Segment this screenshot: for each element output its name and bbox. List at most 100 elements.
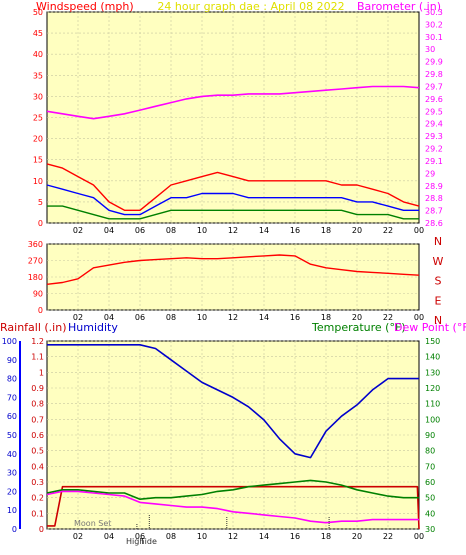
x-tick-p1-22: 22 — [383, 226, 393, 235]
temp-y-tick-150: 150 — [425, 337, 440, 346]
humidity-y-tick-100: 100 — [2, 337, 17, 346]
rainfall-legend: Rainfall (.in) — [0, 321, 67, 334]
humidity-y-tick-20: 20 — [7, 487, 17, 496]
baro-y-tick-29.8: 29.8 — [425, 70, 443, 79]
x-tick-p2-22: 22 — [383, 313, 393, 322]
rain-y-tick-0.7: 0.7 — [31, 415, 44, 424]
barometer-axis-title: Barometer (.in) — [357, 0, 441, 13]
temp-y-tick-50: 50 — [425, 494, 435, 503]
rain-y-tick-0.1: 0.1 — [31, 509, 44, 518]
series-atmos-0 — [47, 485, 420, 530]
temp-y-tick-100: 100 — [425, 415, 440, 424]
humidity-y-tick-80: 80 — [7, 375, 17, 384]
wind-y-tick-25: 25 — [33, 114, 43, 123]
baro-y-tick-28.6: 28.6 — [425, 219, 443, 228]
x-tick-p2-02: 02 — [73, 313, 83, 322]
x-tick-p3-16: 16 — [290, 532, 300, 541]
temp-y-tick-40: 40 — [425, 509, 435, 518]
wind-y-tick-50: 50 — [33, 8, 43, 17]
compass-label-1: W — [433, 255, 444, 268]
wind-y-tick-5: 5 — [38, 198, 43, 207]
wind-y-tick-15: 15 — [33, 156, 43, 165]
x-tick-p3-08: 08 — [166, 532, 176, 541]
rain-y-tick-1.2: 1.2 — [31, 337, 44, 346]
dir-y-tick-90: 90 — [33, 290, 43, 299]
compass-label-3: E — [435, 294, 442, 307]
rain-y-tick-0.5: 0.5 — [31, 447, 44, 456]
x-tick-p3-04: 04 — [104, 532, 114, 541]
x-tick-p3-20: 20 — [352, 532, 362, 541]
x-tick-p3-22: 22 — [383, 532, 393, 541]
baro-y-tick-29.7: 29.7 — [425, 82, 443, 91]
temp-y-tick-120: 120 — [425, 384, 440, 393]
humidity-y-tick-40: 40 — [7, 450, 17, 459]
rain-y-tick-0.2: 0.2 — [31, 494, 44, 503]
rain-y-tick-0.9: 0.9 — [31, 384, 44, 393]
x-tick-p3-14: 14 — [259, 532, 269, 541]
baro-y-tick-30.3: 30.3 — [425, 8, 443, 17]
temp-y-tick-90: 90 — [425, 431, 435, 440]
x-tick-p1-06: 06 — [135, 226, 145, 235]
humidity-y-tick-60: 60 — [7, 412, 17, 421]
baro-y-tick-30.1: 30.1 — [425, 33, 443, 42]
baro-y-tick-29.1: 29.1 — [425, 157, 443, 166]
temp-y-tick-70: 70 — [425, 462, 435, 471]
x-tick-p3-12: 12 — [228, 532, 238, 541]
x-tick-p2-08: 08 — [166, 313, 176, 322]
baro-y-tick-28.8: 28.8 — [425, 194, 443, 203]
rain-y-tick-1.1: 1.1 — [31, 353, 44, 362]
temperature-legend: Temperature (°F) — [311, 321, 406, 334]
baro-y-tick-30: 30 — [425, 45, 435, 54]
series-wind-2 — [47, 205, 419, 220]
compass-label-0: N — [434, 235, 442, 248]
dewpoint-legend: Dew Point (°F) — [394, 321, 466, 334]
humidity-y-tick-0: 0 — [12, 525, 17, 534]
x-tick-p2-04: 04 — [104, 313, 114, 322]
temp-y-tick-30: 30 — [425, 525, 435, 534]
chart-title: 24 hour graph dae : April 08 2022 — [157, 0, 344, 13]
windspeed-axis-title: Windspeed (mph) — [36, 0, 134, 13]
x-tick-p1-20: 20 — [352, 226, 362, 235]
baro-y-tick-29.6: 29.6 — [425, 95, 443, 104]
temp-y-tick-110: 110 — [425, 400, 440, 409]
x-tick-p3-02: 02 — [73, 532, 83, 541]
temp-y-tick-60: 60 — [425, 478, 435, 487]
humidity-y-tick-30: 30 — [7, 469, 17, 478]
wind-y-tick-0: 0 — [38, 219, 43, 228]
rain-y-tick-0: 0 — [39, 525, 44, 534]
series-direction-0 — [46, 254, 420, 285]
x-tick-p1-14: 14 — [259, 226, 269, 235]
baro-y-tick-29.2: 29.2 — [425, 145, 443, 154]
baro-y-tick-29.9: 29.9 — [425, 58, 443, 67]
x-tick-p3-00: 00 — [414, 532, 424, 541]
x-tick-p2-14: 14 — [259, 313, 269, 322]
x-tick-p2-16: 16 — [290, 313, 300, 322]
x-tick-p2-06: 06 — [135, 313, 145, 322]
moon-set-annotation: Moon Set — [74, 519, 111, 528]
wind-y-tick-30: 30 — [33, 92, 43, 101]
temp-y-tick-80: 80 — [425, 447, 435, 456]
chart-marks: 0510152025303540455028.628.728.828.92929… — [2, 8, 444, 541]
high-tide-annotation-2: Tide — [139, 537, 157, 546]
x-tick-p1-02: 02 — [73, 226, 83, 235]
x-tick-p3-06: 06 — [135, 532, 145, 541]
x-tick-p1-08: 08 — [166, 226, 176, 235]
x-tick-p1-00: 00 — [414, 226, 424, 235]
rain-y-tick-1: 1 — [39, 368, 44, 377]
temp-y-tick-140: 140 — [425, 353, 440, 362]
wind-y-tick-20: 20 — [33, 135, 43, 144]
temp-y-tick-130: 130 — [425, 368, 440, 377]
x-tick-p2-00: 00 — [414, 313, 424, 322]
series-wind-3 — [46, 85, 420, 120]
humidity-y-tick-70: 70 — [7, 393, 17, 402]
wind-y-tick-40: 40 — [33, 50, 43, 59]
compass-label-2: S — [435, 275, 442, 288]
series-atmos-3 — [46, 490, 419, 524]
rain-y-tick-0.4: 0.4 — [31, 462, 44, 471]
x-tick-p3-18: 18 — [321, 532, 331, 541]
wind-y-tick-35: 35 — [33, 71, 43, 80]
humidity-y-tick-50: 50 — [7, 431, 17, 440]
baro-y-tick-28.9: 28.9 — [425, 182, 443, 191]
